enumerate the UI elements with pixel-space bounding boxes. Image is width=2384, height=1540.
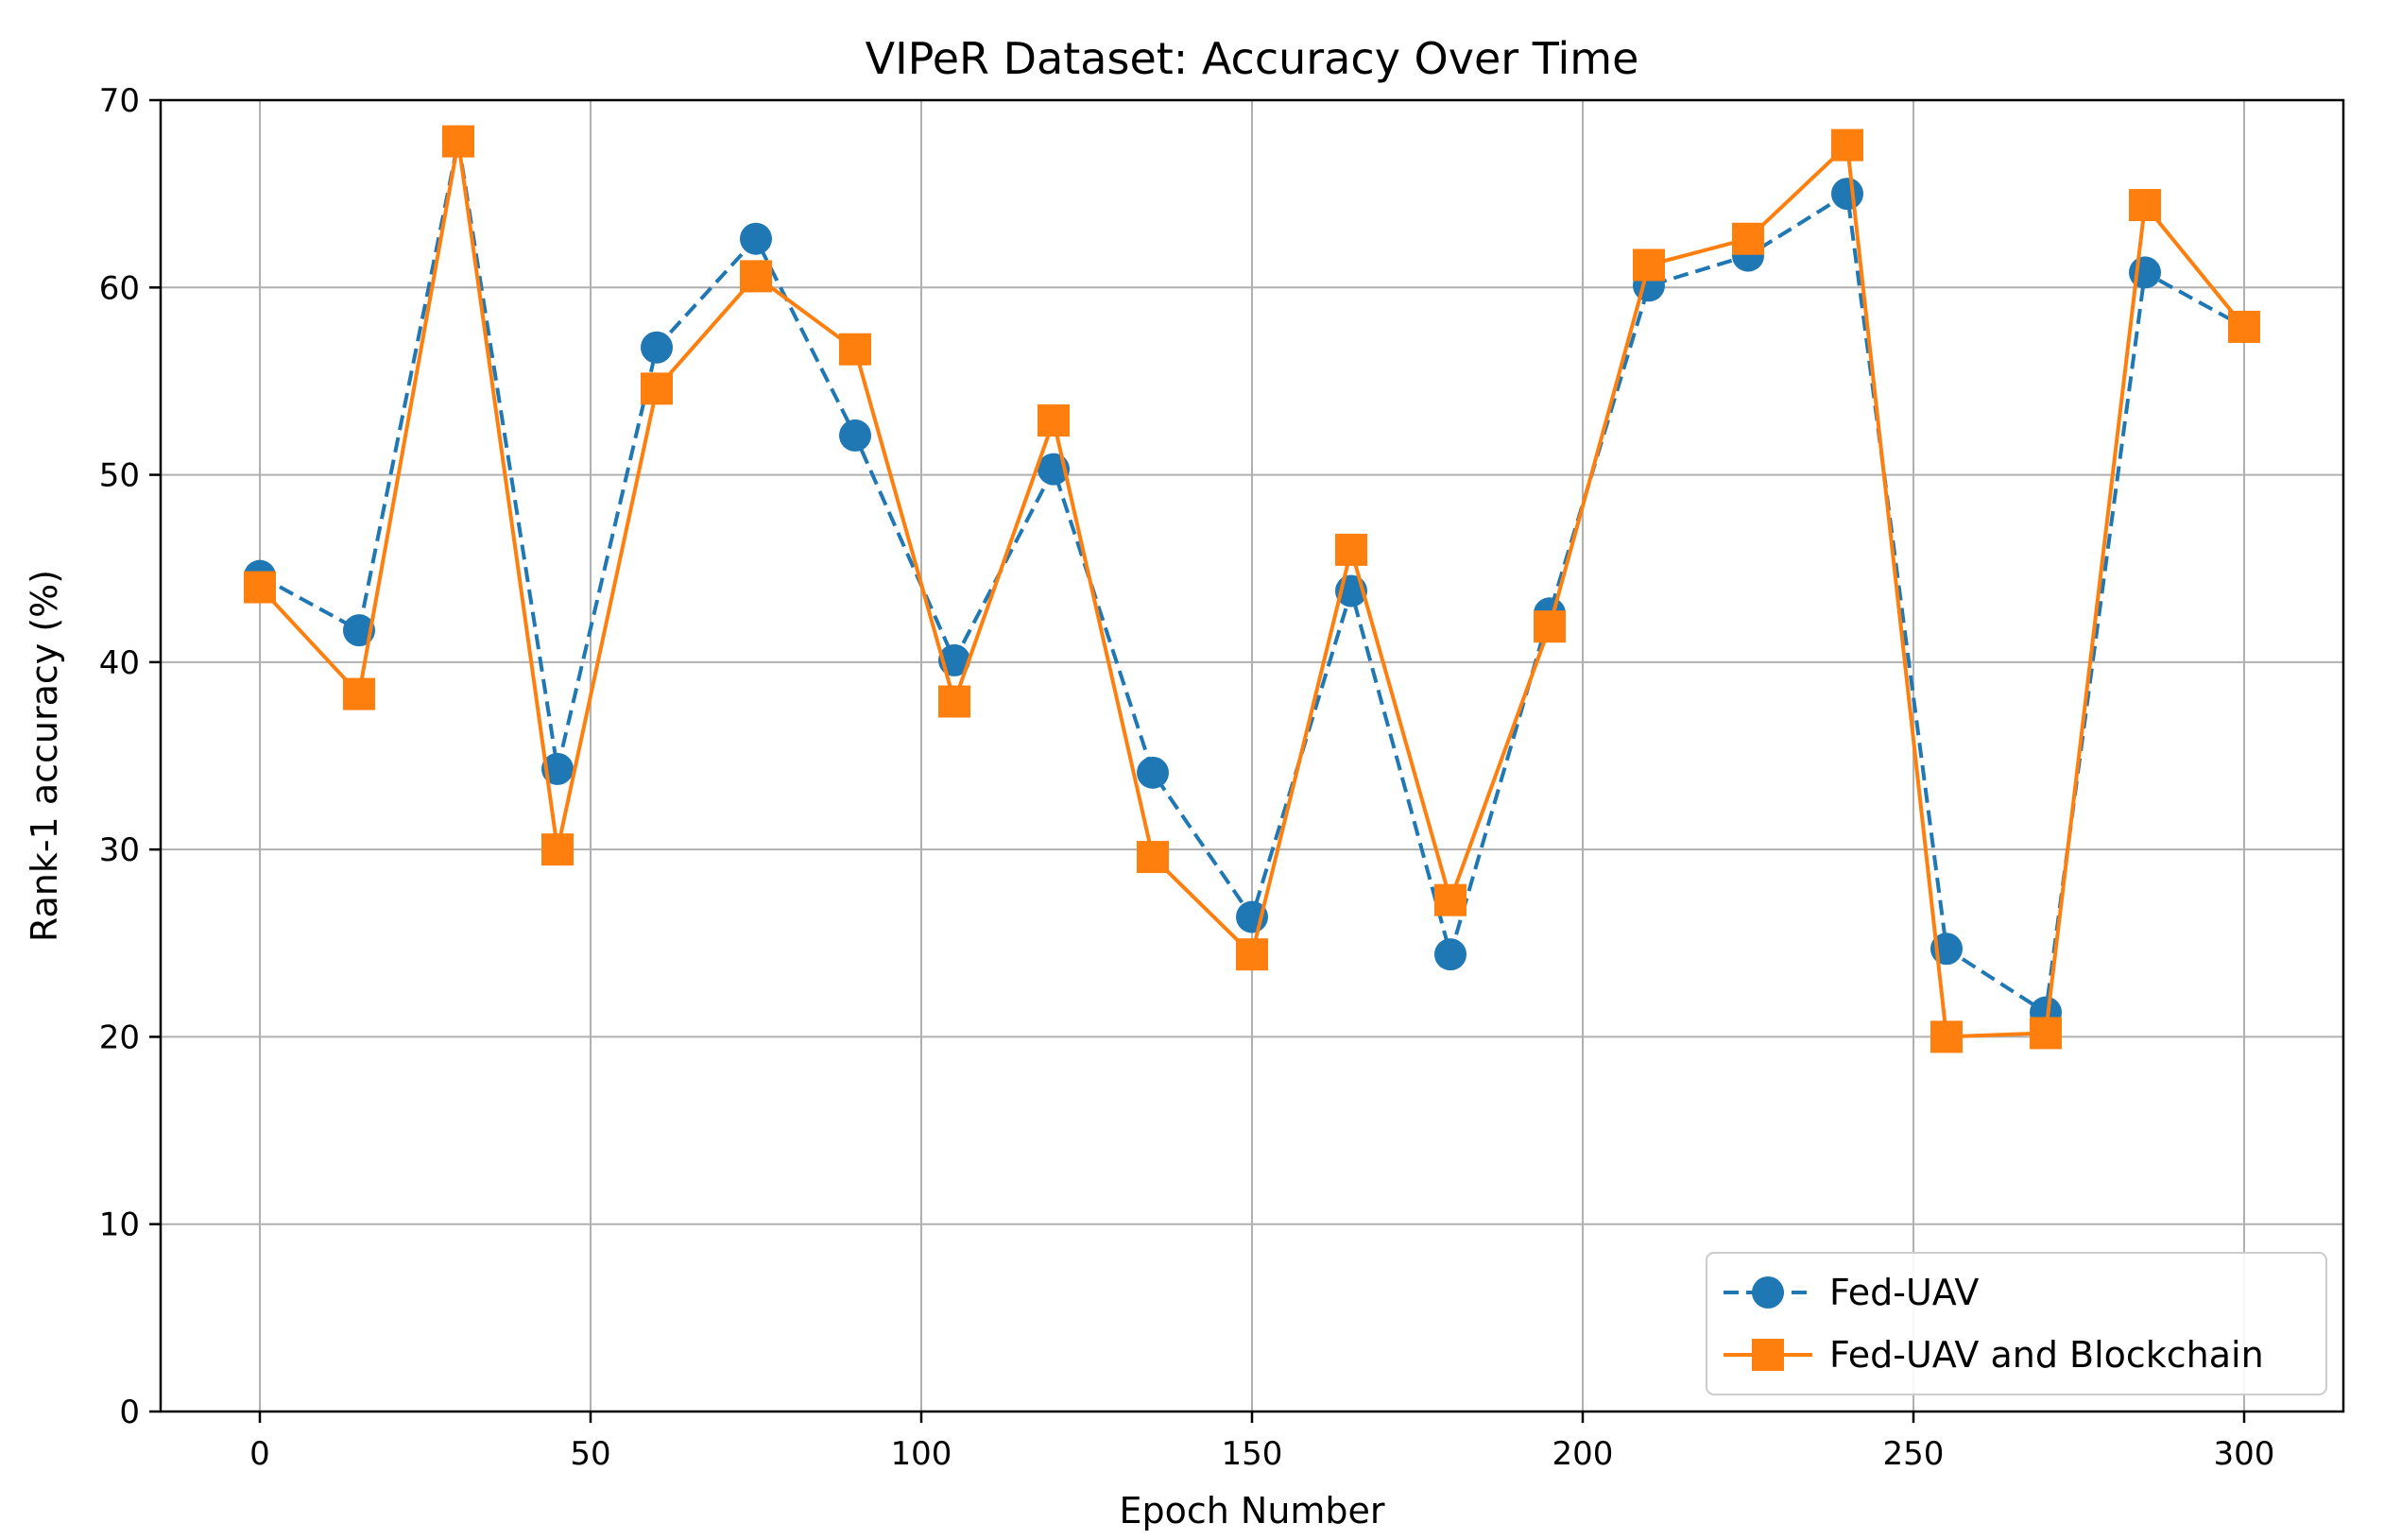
data-point (1831, 128, 1863, 162)
data-point (1831, 178, 1863, 211)
legend-entry: Fed-UAV and Blockchain (1724, 1334, 2264, 1376)
legend-label: Fed-UAV and Blockchain (1829, 1334, 2264, 1376)
x-tick-label: 50 (570, 1435, 610, 1473)
data-point (442, 125, 474, 158)
data-point (2228, 310, 2260, 343)
data-point (1236, 938, 1268, 971)
legend-entry: Fed-UAV (1724, 1272, 1979, 1313)
data-point (740, 222, 772, 255)
ticks: 0 50 100 150 200 250 300 0 10 20 30 40 50 60 70 (99, 82, 2275, 1473)
data-point (641, 331, 673, 364)
data-point (343, 677, 375, 710)
data-point (244, 571, 276, 604)
data-point (938, 685, 970, 718)
x-tick-label: 300 (2214, 1435, 2275, 1473)
chart-title: VIPeR Dataset: Accuracy Over Time (866, 33, 1639, 84)
y-tick-label: 0 (119, 1394, 140, 1431)
data-point (1732, 222, 1764, 255)
series-layer (244, 125, 2260, 1053)
legend-marker (1752, 1276, 1784, 1309)
data-point (641, 372, 673, 405)
legend-label: Fed-UAV (1829, 1272, 1979, 1313)
data-point (839, 419, 871, 452)
data-point (2030, 1017, 2062, 1050)
y-tick-label: 70 (99, 82, 140, 120)
series-fed-uav-blockchain (244, 125, 2260, 1053)
legend-marker (1752, 1339, 1784, 1371)
data-point (1137, 841, 1169, 874)
x-tick-label: 100 (891, 1435, 952, 1473)
x-tick-label: 0 (249, 1435, 270, 1473)
y-tick-label: 40 (99, 644, 140, 682)
data-point (1930, 1020, 1963, 1053)
y-tick-label: 30 (99, 831, 140, 869)
data-point (1534, 610, 1566, 643)
data-point (541, 752, 574, 785)
data-point (541, 833, 574, 866)
x-tick-label: 150 (1222, 1435, 1283, 1473)
data-point (1434, 883, 1466, 916)
data-point (1137, 756, 1169, 789)
x-tick-label: 250 (1883, 1435, 1945, 1473)
y-tick-label: 50 (99, 457, 140, 495)
data-point (1335, 533, 1367, 566)
y-tick-label: 60 (99, 269, 140, 307)
data-point (740, 260, 772, 293)
data-point (1038, 404, 1070, 437)
y-tick-label: 20 (99, 1018, 140, 1056)
legend-box (1706, 1252, 2327, 1395)
data-point (2129, 189, 2161, 222)
data-point (1434, 938, 1466, 971)
data-point (343, 614, 375, 647)
legend: Fed-UAV Fed-UAV and Blockchain (1706, 1252, 2327, 1395)
y-axis-label: Rank-1 accuracy (%) (24, 570, 65, 942)
data-point (1633, 248, 1665, 282)
data-point (839, 333, 871, 366)
x-axis-label: Epoch Number (1119, 1490, 1384, 1531)
y-tick-label: 10 (99, 1206, 140, 1244)
x-tick-label: 200 (1552, 1435, 1614, 1473)
